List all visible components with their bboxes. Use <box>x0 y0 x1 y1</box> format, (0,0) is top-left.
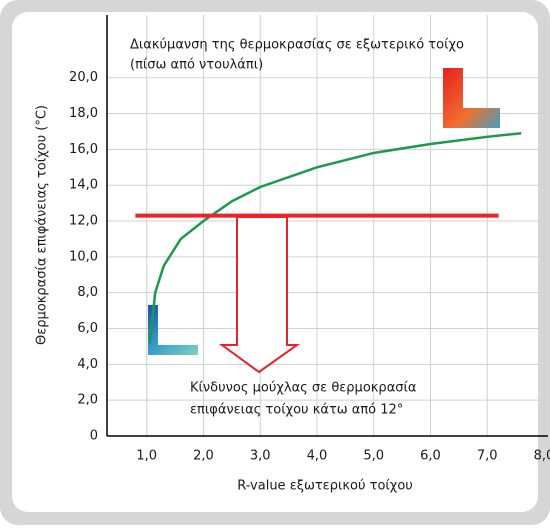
y-tick-label: 2,0 <box>77 393 98 408</box>
x-tick-label: 1,0 <box>136 449 157 464</box>
x-tick-label: 2,0 <box>193 449 214 464</box>
y-tick-label: 18,0 <box>69 106 98 121</box>
y-tick-label: 10,0 <box>69 249 98 264</box>
x-tick-label: 6,0 <box>420 449 441 464</box>
x-tick-label: 5,0 <box>363 449 384 464</box>
title-line: Διακύμανση της θερμοκρασίας σε εξωτερικό… <box>130 38 464 53</box>
y-tick-label: 16,0 <box>69 142 98 157</box>
hot-icon <box>443 68 500 128</box>
y-tick-label: 6,0 <box>77 321 98 336</box>
y-tick-label: 12,0 <box>69 214 98 229</box>
curve <box>148 131 522 343</box>
y-tick-label: 4,0 <box>77 357 98 372</box>
y-tick-label: 8,0 <box>77 285 98 300</box>
y-tick-label: 0 <box>90 429 98 444</box>
y-axis-label: Θερμοκρασία επιφάνειας τοίχου (°C) <box>35 105 50 345</box>
x-tick-label: 8,0 <box>534 449 550 464</box>
x-axis-label: R-value εξωτερικού τοίχου <box>237 479 413 494</box>
arrow <box>218 216 301 374</box>
y-tick-label: 20,0 <box>69 70 98 85</box>
x-tick-label: 3,0 <box>250 449 271 464</box>
title-line: (πίσω από ντουλάπι) <box>130 58 263 73</box>
annotation: Κίνδυνος μούχλας σε θερμοκρασία <box>190 381 416 396</box>
x-tick-label: 4,0 <box>307 449 328 464</box>
annotation: επιφάνειας τοίχου κάτω από 12° <box>190 403 403 418</box>
x-tick-label: 7,0 <box>477 449 498 464</box>
y-tick-label: 14,0 <box>69 178 98 193</box>
